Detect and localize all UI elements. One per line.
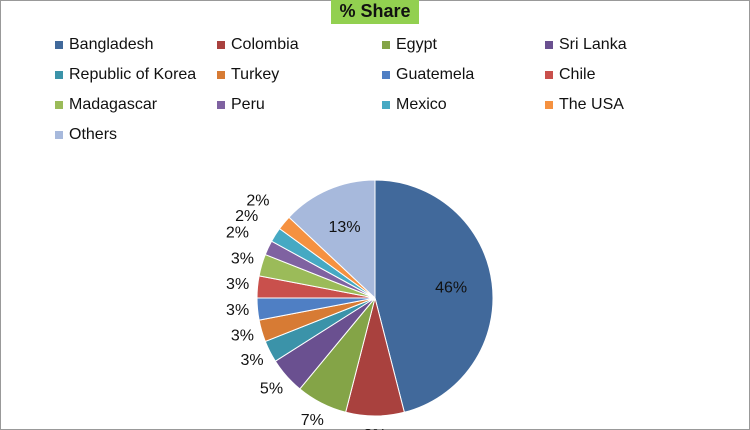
data-label: 8%: [363, 427, 386, 430]
legend-swatch: [217, 41, 225, 49]
legend-label: Others: [69, 126, 117, 143]
title-background: [331, 0, 419, 24]
legend-swatch: [382, 101, 390, 109]
chart-title: % Share: [339, 1, 410, 21]
legend-swatch: [382, 71, 390, 79]
legend-label: Egypt: [396, 36, 437, 53]
data-label: 2%: [226, 225, 249, 242]
data-label: 5%: [260, 380, 283, 397]
pie-slice: [374, 179, 494, 413]
data-label: 3%: [226, 302, 249, 319]
legend-label: Guatemela: [396, 66, 474, 83]
pie-slice: [288, 179, 376, 300]
data-label: 3%: [226, 276, 249, 293]
legend-swatch: [55, 101, 63, 109]
legend-swatch: [55, 41, 63, 49]
data-label: 3%: [231, 328, 254, 345]
legend-swatch: [217, 71, 225, 79]
legend-swatch: [545, 71, 553, 79]
legend-label: Colombia: [231, 36, 299, 53]
legend-swatch: [55, 131, 63, 139]
legend-label: Chile: [559, 66, 596, 83]
legend-swatch: [382, 41, 390, 49]
legend-label: Republic of Korea: [69, 66, 196, 83]
legend-label: Madagascar: [69, 96, 158, 113]
data-label: 7%: [301, 412, 324, 429]
legend-swatch: [217, 101, 225, 109]
data-label: 3%: [231, 251, 254, 268]
legend-swatch: [545, 41, 553, 49]
legend-label: The USA: [559, 96, 624, 113]
legend-swatch: [545, 101, 553, 109]
legend-label: Bangladesh: [69, 36, 154, 53]
data-label: 2%: [235, 208, 258, 225]
legend-label: Sri Lanka: [559, 36, 627, 53]
legend-swatch: [55, 71, 63, 79]
data-label: 3%: [240, 352, 263, 369]
legend-label: Turkey: [231, 66, 279, 83]
legend-label: Peru: [231, 96, 265, 113]
data-label: 13%: [329, 219, 361, 236]
data-label: 46%: [435, 280, 467, 297]
data-label: 2%: [246, 192, 269, 209]
legend-label: Mexico: [396, 96, 447, 113]
